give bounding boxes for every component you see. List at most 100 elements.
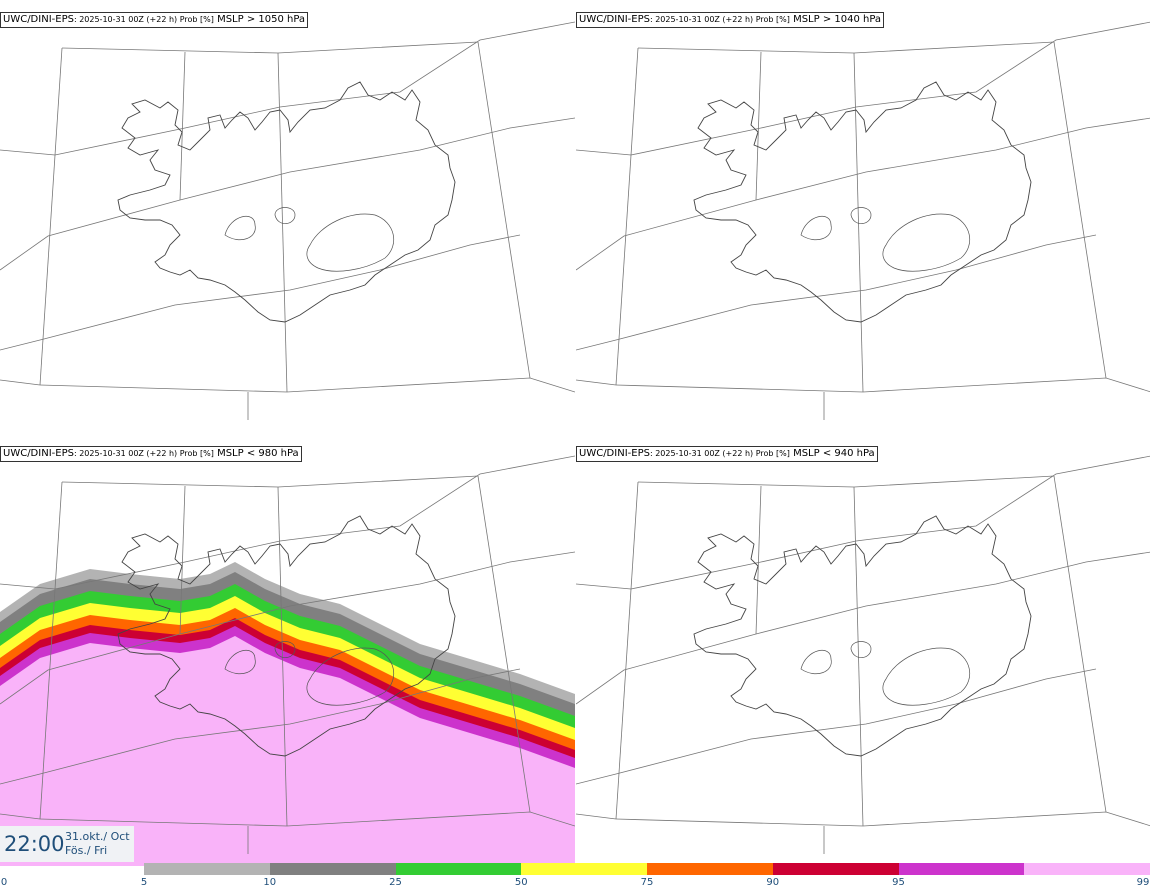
colorbar-tick-label: 90 xyxy=(766,877,780,888)
graticule-line xyxy=(39,47,63,386)
model-name: UWC/DINI-EPS xyxy=(3,14,74,25)
coastline xyxy=(693,81,1032,323)
date-label: 31.okt./ Oct xyxy=(65,830,130,843)
colorbar-tick-label: 95 xyxy=(892,877,905,888)
panel-title: UWC/DINI-EPS: 2025-10-31 00Z (+22 h) Pro… xyxy=(0,12,309,28)
probability-band xyxy=(0,636,575,866)
graticule-line xyxy=(1053,41,1107,379)
glacier-outline xyxy=(800,649,832,675)
colorbar-segment xyxy=(521,863,648,875)
graticule-line xyxy=(61,475,479,488)
run-info: : 2025-10-31 00Z (+22 h) Prob [%] xyxy=(649,449,790,458)
valid-time-box: 22:00 31.okt./ Oct Fös./ Fri xyxy=(0,826,134,862)
graticule-line xyxy=(0,234,521,351)
graticule-line xyxy=(0,117,575,271)
model-name: UWC/DINI-EPS xyxy=(3,448,74,459)
threshold-label: MSLP < 980 hPa xyxy=(217,448,299,459)
panel-title: UWC/DINI-EPS: 2025-10-31 00Z (+22 h) Pro… xyxy=(576,12,885,28)
glacier-outline xyxy=(224,649,256,675)
colorbar-segment xyxy=(144,863,271,875)
graticule-line xyxy=(1053,475,1107,813)
graticule-line xyxy=(576,117,1150,271)
model-name: UWC/DINI-EPS xyxy=(579,448,650,459)
glacier-outline xyxy=(882,213,970,272)
graticule-line xyxy=(576,668,1097,785)
map-panel-4: UWC/DINI-EPS: 2025-10-31 00Z (+22 h) Pro… xyxy=(576,434,1150,866)
map-canvas xyxy=(0,21,575,420)
graticule-line xyxy=(755,485,762,635)
threshold-label: MSLP > 1040 hPa xyxy=(793,14,882,25)
graticule-line xyxy=(615,377,1150,393)
coastline xyxy=(117,81,456,323)
graticule-line xyxy=(39,377,575,393)
glacier-outline xyxy=(882,647,970,706)
run-info: : 2025-10-31 00Z (+22 h) Prob [%] xyxy=(73,15,214,24)
graticule-line xyxy=(576,551,1150,705)
colorbar-tick-label: 99 xyxy=(1136,877,1150,888)
glacier-outline xyxy=(274,641,296,658)
graticule-line xyxy=(576,455,1150,590)
colorbar-segment xyxy=(772,863,899,875)
graticule-line xyxy=(853,486,864,827)
colorbar xyxy=(144,863,1150,875)
valid-time: 22:00 xyxy=(4,832,65,856)
map-panel-2: UWC/DINI-EPS: 2025-10-31 00Z (+22 h) Pro… xyxy=(576,0,1150,432)
glacier-outline xyxy=(306,647,394,706)
map-panel-3: UWC/DINI-EPS: 2025-10-31 00Z (+22 h) Pro… xyxy=(0,434,575,866)
graticule-line xyxy=(39,481,63,820)
colorbar-tick-label: 10 xyxy=(263,877,277,888)
graticule-line xyxy=(615,481,639,820)
colorbar-segment xyxy=(647,863,774,875)
glacier-outline xyxy=(850,207,872,224)
colorbar-tick-label: 25 xyxy=(389,877,402,888)
glacier-outline xyxy=(850,641,872,658)
model-name: UWC/DINI-EPS xyxy=(579,14,650,25)
colorbar-tick-label: 50 xyxy=(514,877,528,888)
colorbar-ticks: 0 5 10 25 50 75 90 95 99 xyxy=(0,877,1150,891)
map-panel-1: UWC/DINI-EPS: 2025-10-31 00Z (+22 h) Pro… xyxy=(0,0,575,432)
day-label: Fös./ Fri xyxy=(65,844,108,857)
graticule-line xyxy=(0,668,521,785)
graticule-line xyxy=(615,811,1150,827)
map-canvas xyxy=(0,455,575,866)
graticule-line xyxy=(576,21,1150,156)
graticule-line xyxy=(179,51,186,201)
map-canvas xyxy=(576,455,1150,854)
colorbar-tick-label: 0 xyxy=(0,877,8,888)
run-info: : 2025-10-31 00Z (+22 h) Prob [%] xyxy=(649,15,790,24)
map-canvas xyxy=(576,21,1150,420)
graticule-line xyxy=(755,51,762,201)
glacier-outline xyxy=(306,213,394,272)
coastline xyxy=(693,515,1032,757)
graticule-line xyxy=(277,486,288,827)
colorbar-tick-label: 5 xyxy=(140,877,148,888)
graticule-line xyxy=(576,813,617,820)
graticule-line xyxy=(61,41,479,54)
graticule-line xyxy=(576,379,617,386)
coastline xyxy=(117,515,456,757)
threshold-label: MSLP < 940 hPa xyxy=(793,448,875,459)
colorbar-segment xyxy=(1024,863,1150,875)
graticule-line xyxy=(477,41,531,379)
graticule-line xyxy=(637,475,1055,488)
panel-title: UWC/DINI-EPS: 2025-10-31 00Z (+22 h) Pro… xyxy=(576,446,878,462)
panel-title: UWC/DINI-EPS: 2025-10-31 00Z (+22 h) Pro… xyxy=(0,446,302,462)
graticule-line xyxy=(0,21,575,156)
graticule-line xyxy=(615,47,639,386)
graticule-line xyxy=(853,52,864,393)
graticule-line xyxy=(477,475,531,813)
graticule-line xyxy=(0,813,41,820)
glacier-outline xyxy=(800,215,832,241)
colorbar-segment xyxy=(269,863,396,875)
threshold-label: MSLP > 1050 hPa xyxy=(217,14,306,25)
glacier-outline xyxy=(224,215,256,241)
colorbar-tick-label: 75 xyxy=(640,877,654,888)
glacier-outline xyxy=(274,207,296,224)
graticule-line xyxy=(637,41,1055,54)
graticule-line xyxy=(277,52,288,393)
graticule-line xyxy=(0,379,41,386)
valid-date: 31.okt./ Oct Fös./ Fri xyxy=(65,830,130,858)
graticule-line xyxy=(39,811,575,827)
graticule-line xyxy=(0,455,575,590)
colorbar-segment xyxy=(898,863,1025,875)
